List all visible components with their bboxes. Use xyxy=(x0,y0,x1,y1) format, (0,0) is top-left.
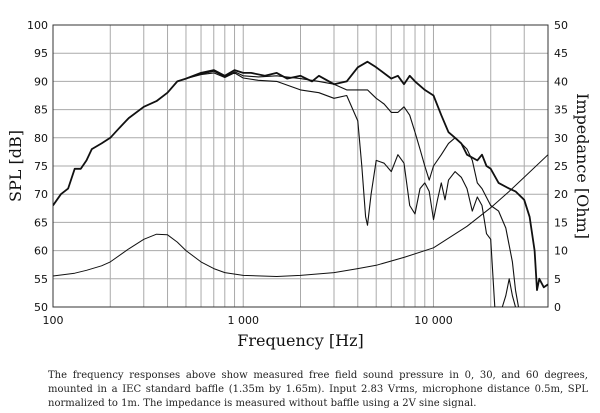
x-tick-label: 10 000 xyxy=(414,314,453,327)
y-tick-label: 55 xyxy=(34,273,48,286)
y2-tick-label: 45 xyxy=(554,47,568,60)
series-line-impedance xyxy=(53,154,548,277)
y2-tick-label: 0 xyxy=(554,301,561,314)
y2-axis-label: Impedance [Ohm] xyxy=(573,93,592,239)
y-tick-label: 80 xyxy=(34,132,48,145)
series-line-30-degrees xyxy=(185,70,520,307)
x-tick-label: 100 xyxy=(43,314,64,327)
y2-tick-label: 50 xyxy=(554,19,568,32)
y2-tick-label: 40 xyxy=(554,75,568,88)
series-line-0-degrees xyxy=(53,60,548,291)
y2-tick-label: 35 xyxy=(554,104,568,117)
y-axis-label: SPL [dB] xyxy=(6,130,25,202)
y2-tick-label: 20 xyxy=(554,188,568,201)
series-line-60-degrees xyxy=(185,72,517,307)
y2-tick-label: 25 xyxy=(554,160,568,173)
y2-tick-label: 15 xyxy=(554,216,568,229)
y-tick-label: 70 xyxy=(34,188,48,201)
y-tick-label: 60 xyxy=(34,245,48,258)
x-axis-label: Frequency [Hz] xyxy=(237,331,364,350)
y2-tick-label: 30 xyxy=(554,132,568,145)
y-tick-label: 75 xyxy=(34,160,48,173)
y-tick-label: 65 xyxy=(34,216,48,229)
y2-tick-label: 10 xyxy=(554,245,568,258)
y-tick-label: 95 xyxy=(34,47,48,60)
chart-caption: The frequency responses above show measu… xyxy=(48,370,588,409)
y-tick-label: 100 xyxy=(27,19,48,32)
y-tick-label: 85 xyxy=(34,104,48,117)
y-tick-label: 50 xyxy=(34,301,48,314)
plot-frame xyxy=(52,24,549,308)
x-tick-label: 1 000 xyxy=(227,314,259,327)
y-tick-label: 90 xyxy=(34,75,48,88)
y2-tick-label: 5 xyxy=(554,273,561,286)
